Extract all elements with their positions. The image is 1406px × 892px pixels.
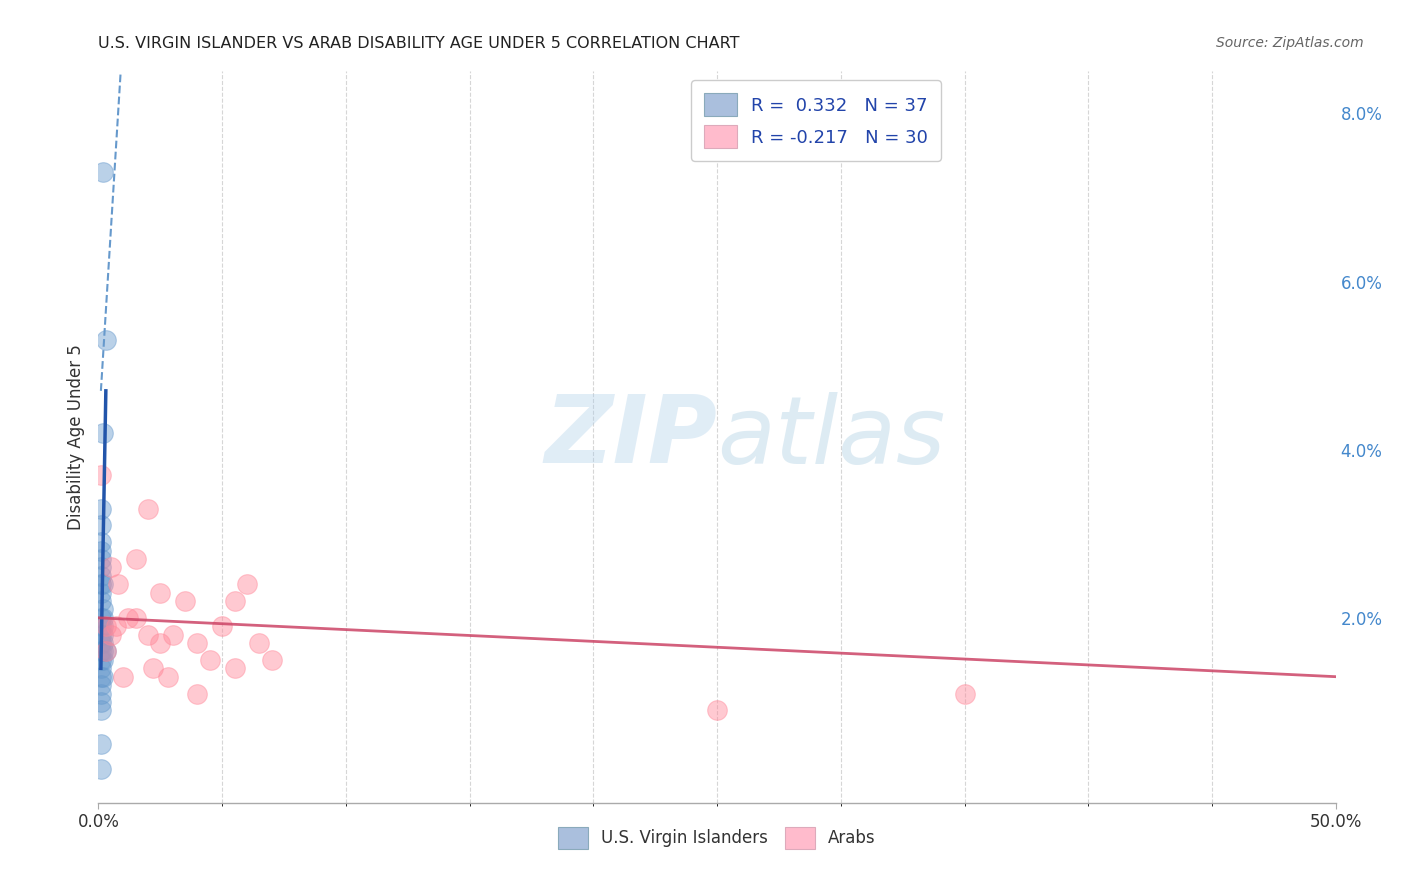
Point: [124, 552, 146, 566]
Point: [90, 560, 112, 574]
Point: [90, 569, 112, 583]
Point: [124, 611, 146, 625]
Point: [93, 165, 115, 179]
Point: [260, 653, 283, 667]
Point: [90, 543, 112, 558]
Point: [90, 737, 112, 751]
Point: [186, 686, 208, 700]
Point: [90, 653, 112, 667]
Point: [93, 611, 115, 625]
Legend: U.S. Virgin Islanders, Arabs: U.S. Virgin Islanders, Arabs: [547, 815, 887, 860]
Y-axis label: Disability Age Under 5: Disability Age Under 5: [66, 344, 84, 530]
Point: [93, 644, 115, 658]
Point: [90, 552, 112, 566]
Point: [90, 619, 112, 633]
Point: [90, 518, 112, 533]
Point: [100, 627, 122, 641]
Point: [90, 535, 112, 549]
Point: [93, 636, 115, 650]
Point: [100, 560, 122, 574]
Point: [90, 501, 112, 516]
Point: [90, 661, 112, 675]
Point: [93, 577, 115, 591]
Point: [93, 425, 115, 440]
Point: [90, 686, 112, 700]
Point: [90, 695, 112, 709]
Point: [224, 594, 246, 608]
Text: U.S. VIRGIN ISLANDER VS ARAB DISABILITY AGE UNDER 5 CORRELATION CHART: U.S. VIRGIN ISLANDER VS ARAB DISABILITY …: [98, 36, 740, 51]
Point: [90, 636, 112, 650]
Point: [953, 686, 976, 700]
Point: [706, 703, 728, 717]
Point: [93, 602, 115, 616]
Point: [90, 627, 112, 641]
Point: [136, 627, 159, 641]
Point: [90, 678, 112, 692]
Point: [104, 619, 127, 633]
Point: [247, 636, 270, 650]
Point: [90, 594, 112, 608]
Point: [90, 644, 112, 658]
Point: [149, 585, 172, 599]
Point: [162, 627, 184, 641]
Point: [90, 762, 112, 776]
Point: [90, 585, 112, 599]
Point: [224, 661, 246, 675]
Point: [90, 670, 112, 684]
Point: [90, 611, 112, 625]
Point: [117, 611, 139, 625]
Text: ZIP: ZIP: [544, 391, 717, 483]
Point: [93, 653, 115, 667]
Point: [236, 577, 259, 591]
Point: [198, 653, 221, 667]
Point: [107, 577, 129, 591]
Point: [90, 577, 112, 591]
Point: [211, 619, 233, 633]
Point: [156, 670, 179, 684]
Point: [94, 619, 117, 633]
Point: [186, 636, 208, 650]
Point: [142, 661, 165, 675]
Text: atlas: atlas: [717, 392, 945, 483]
Point: [149, 636, 172, 650]
Text: Source: ZipAtlas.com: Source: ZipAtlas.com: [1216, 36, 1364, 50]
Point: [94, 644, 117, 658]
Point: [174, 594, 197, 608]
Point: [93, 619, 115, 633]
Point: [112, 670, 135, 684]
Point: [94, 644, 117, 658]
Point: [93, 670, 115, 684]
Point: [94, 334, 117, 348]
Point: [90, 703, 112, 717]
Point: [136, 501, 159, 516]
Point: [93, 627, 115, 641]
Point: [90, 467, 112, 482]
